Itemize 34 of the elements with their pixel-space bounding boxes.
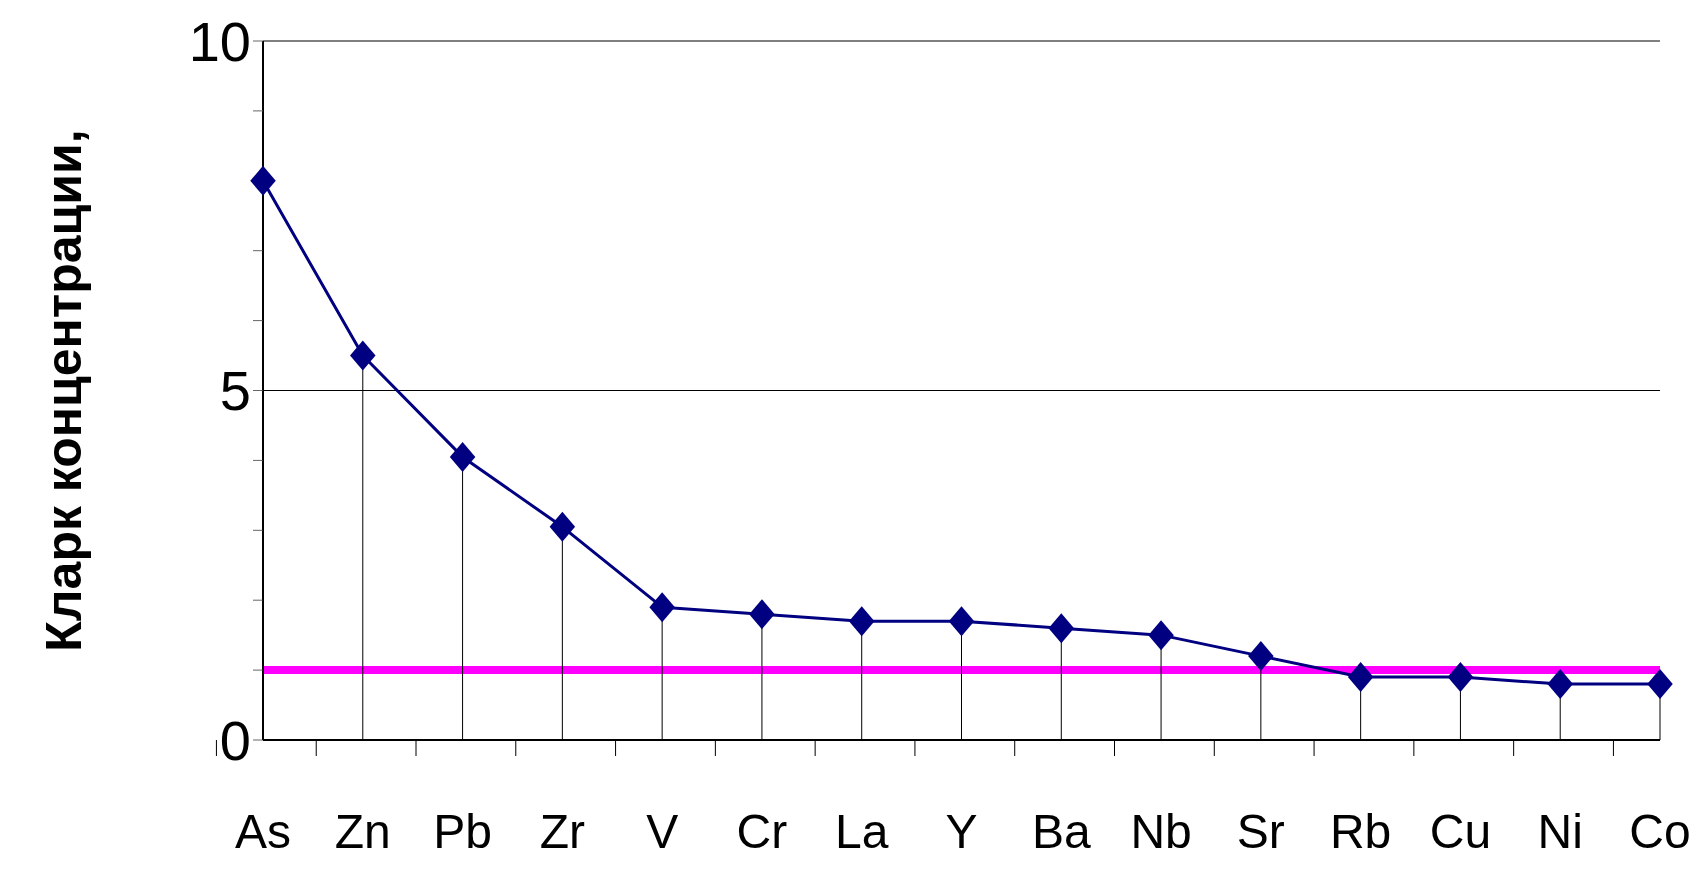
point <box>848 606 875 637</box>
point <box>1148 620 1174 651</box>
x-tick-label: Co <box>1629 805 1691 858</box>
point <box>1248 641 1274 672</box>
x-tick-label: Nb <box>1130 805 1192 858</box>
y-axis-title: Кларк концентрации, <box>35 129 92 652</box>
point <box>749 599 775 630</box>
x-tick-label: Cu <box>1429 805 1492 858</box>
x-tick-label: As <box>234 805 292 858</box>
point <box>549 511 576 542</box>
x-tick-label: Sr <box>1236 805 1285 858</box>
point <box>1447 662 1474 693</box>
x-tick-label: Y <box>945 805 978 858</box>
x-tick-label: Rb <box>1329 805 1392 858</box>
point <box>350 340 376 371</box>
point <box>1048 613 1075 644</box>
y-tick-label: 10 <box>188 9 251 73</box>
x-tick-label: Pb <box>433 805 492 858</box>
x-tick-label: Zn <box>334 805 391 858</box>
x-tick-label: Ba <box>1031 805 1091 858</box>
y-tick-label: 0 <box>219 708 251 772</box>
x-tick-label: Zr <box>539 805 586 858</box>
point <box>649 592 675 623</box>
point <box>1547 669 1573 700</box>
x-tick-label: Ni <box>1537 805 1583 858</box>
point <box>1647 669 1673 700</box>
point <box>1347 662 1374 693</box>
x-tick-label: Cr <box>736 805 788 858</box>
point <box>449 441 476 472</box>
x-tick-label: La <box>835 805 889 858</box>
point <box>948 606 975 637</box>
y-tick-label: 5 <box>219 359 251 423</box>
x-tick-label: V <box>646 805 679 858</box>
point <box>250 165 276 196</box>
